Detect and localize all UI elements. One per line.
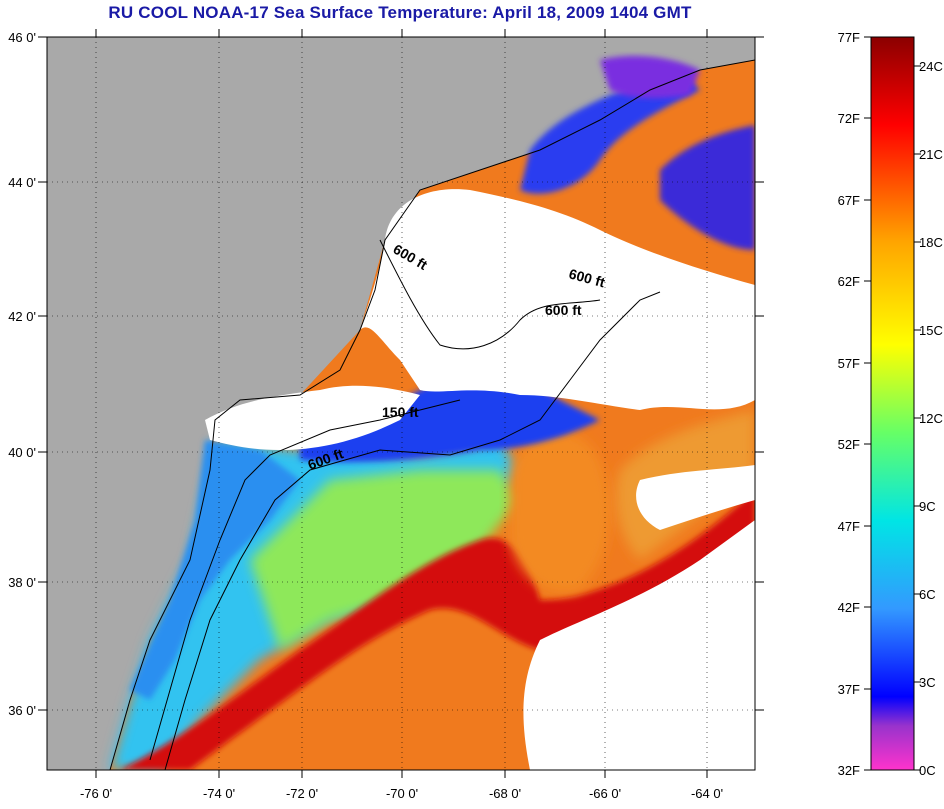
lat-label-42: 42 0' [8,309,36,324]
cold-water-gulf-of-maine [520,70,700,194]
lon-label-76: -76 0' [79,786,113,801]
lon-label-64: -64 0' [690,786,724,801]
lat-label-46: 46 0' [8,30,36,45]
colorbar-frame [870,36,915,771]
cb-c-0: 0C [919,763,936,778]
coastline [109,59,755,770]
graticule [47,37,755,770]
contour-label-4: 150 ft [382,404,419,420]
lat-label-38: 38 0' [8,575,36,590]
isobath-600ft-gom [379,239,601,350]
lon-label-66: -66 0' [588,786,622,801]
cb-f-77: 77F [837,30,860,45]
cb-c-21: 21C [919,147,943,162]
purple-water [600,55,700,99]
warm-eddy [510,431,611,593]
colorbar-ticks [864,36,921,771]
coastal-blue-water [130,440,300,700]
lat-label-36: 36 0' [8,703,36,718]
cloud-east [636,465,755,530]
colorbar [871,37,914,770]
isobath-150ft [149,399,461,761]
cb-f-42: 42F [837,600,860,615]
cb-c-12: 12C [919,411,943,426]
cb-c-9: 9C [919,499,936,514]
cb-f-52: 52F [837,437,860,452]
cb-f-47: 47F [837,519,860,534]
isobath-600ft [164,291,661,770]
cb-f-67: 67F [837,193,860,208]
cloud-mass-north [360,189,755,410]
lat-label-44: 44 0' [8,175,36,190]
lon-label-72: -72 0' [285,786,319,801]
map-frame [46,36,756,771]
cb-c-6: 6C [919,587,936,602]
lon-label-70: -70 0' [385,786,419,801]
slope-water-green [250,470,520,650]
cold-water-scotian [660,125,755,250]
gulf-stream [120,490,755,770]
cloud-shelf-ne [205,385,420,450]
cb-f-72: 72F [837,111,860,126]
map-title: RU COOL NOAA-17 Sea Surface Temperature:… [108,3,692,22]
lat-label-40: 40 0' [8,445,36,460]
contour-label-3: 600 ft [545,302,582,318]
cb-c-18: 18C [919,235,943,250]
cb-f-57: 57F [837,356,860,371]
cold-water-shelf-break [300,376,600,462]
cb-c-15: 15C [919,323,943,338]
lon-label-74: -74 0' [202,786,236,801]
cb-c-24: 24C [919,59,943,74]
cloud-se [523,520,755,770]
cb-f-37: 37F [837,682,860,697]
frame-ticks [38,29,764,778]
lon-label-68: -68 0' [488,786,522,801]
cb-f-62: 62F [837,274,860,289]
map-plot-area: 600 ft 600 ft 600 ft 150 ft 600 ft [47,37,755,770]
cb-c-3: 3C [919,675,936,690]
cb-f-32: 32F [837,763,860,778]
